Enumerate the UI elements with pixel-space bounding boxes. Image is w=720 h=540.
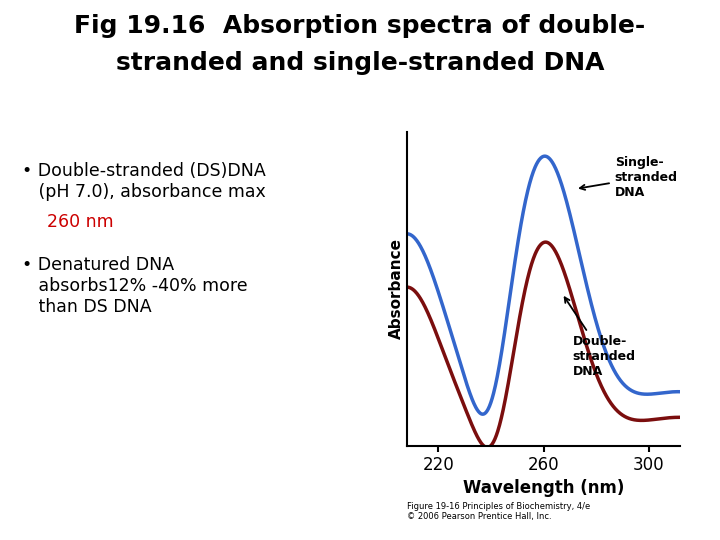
Text: 260 nm: 260 nm [47, 213, 114, 231]
Text: stranded and single-stranded DNA: stranded and single-stranded DNA [116, 51, 604, 75]
Text: Fig 19.16  Absorption spectra of double-: Fig 19.16 Absorption spectra of double- [74, 14, 646, 37]
Text: Single-
stranded
DNA: Single- stranded DNA [580, 156, 678, 199]
Text: Double-
stranded
DNA: Double- stranded DNA [564, 298, 636, 378]
X-axis label: Wavelength (nm): Wavelength (nm) [463, 480, 624, 497]
Text: Figure 19-16 Principles of Biochemistry, 4/e
© 2006 Pearson Prentice Hall, Inc.: Figure 19-16 Principles of Biochemistry,… [407, 502, 590, 521]
Y-axis label: Absorbance: Absorbance [389, 238, 404, 340]
Text: • Double-stranded (DS)DNA
   (pH 7.0), absorbance max: • Double-stranded (DS)DNA (pH 7.0), abso… [22, 162, 266, 201]
Text: • Denatured DNA
   absorbs12% -40% more
   than DS DNA: • Denatured DNA absorbs12% -40% more tha… [22, 256, 247, 316]
